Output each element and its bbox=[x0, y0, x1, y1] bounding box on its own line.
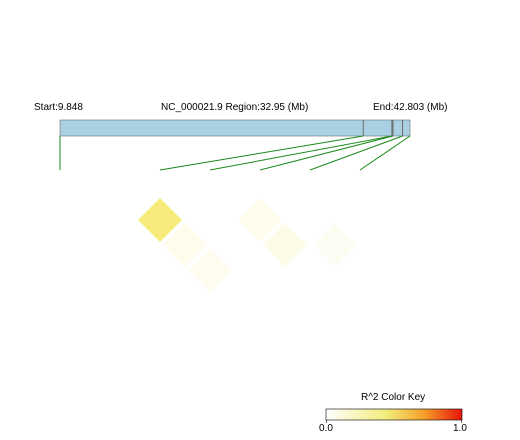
ld-cells bbox=[138, 198, 357, 292]
color-key-max-label: 1.0 bbox=[453, 423, 467, 434]
color-key-gradient bbox=[325, 408, 463, 421]
ld-cell bbox=[238, 198, 282, 242]
snp-connector bbox=[309, 135, 403, 171]
region-end-label: End:42.803 (Mb) bbox=[373, 102, 448, 113]
color-key-min-label: 0.0 bbox=[319, 423, 333, 434]
snp-marks bbox=[362, 120, 404, 136]
ld-cell bbox=[263, 223, 307, 267]
snp-connector bbox=[259, 135, 394, 171]
ld-cell bbox=[163, 223, 207, 267]
ld-cell bbox=[313, 223, 357, 267]
snp-connector bbox=[159, 135, 364, 171]
ld-cell bbox=[188, 248, 232, 292]
ld-cell bbox=[138, 198, 182, 242]
snp-connector bbox=[209, 135, 393, 171]
region-title-label: NC_000021.9 Region:32.95 (Mb) bbox=[161, 102, 308, 113]
color-key-title: R^2 Color Key bbox=[361, 392, 425, 403]
snp-connectors bbox=[59, 135, 411, 171]
snp-connector bbox=[359, 135, 411, 171]
region-start-label: Start:9.848 bbox=[34, 102, 83, 113]
genomic-region-bar bbox=[59, 119, 411, 137]
